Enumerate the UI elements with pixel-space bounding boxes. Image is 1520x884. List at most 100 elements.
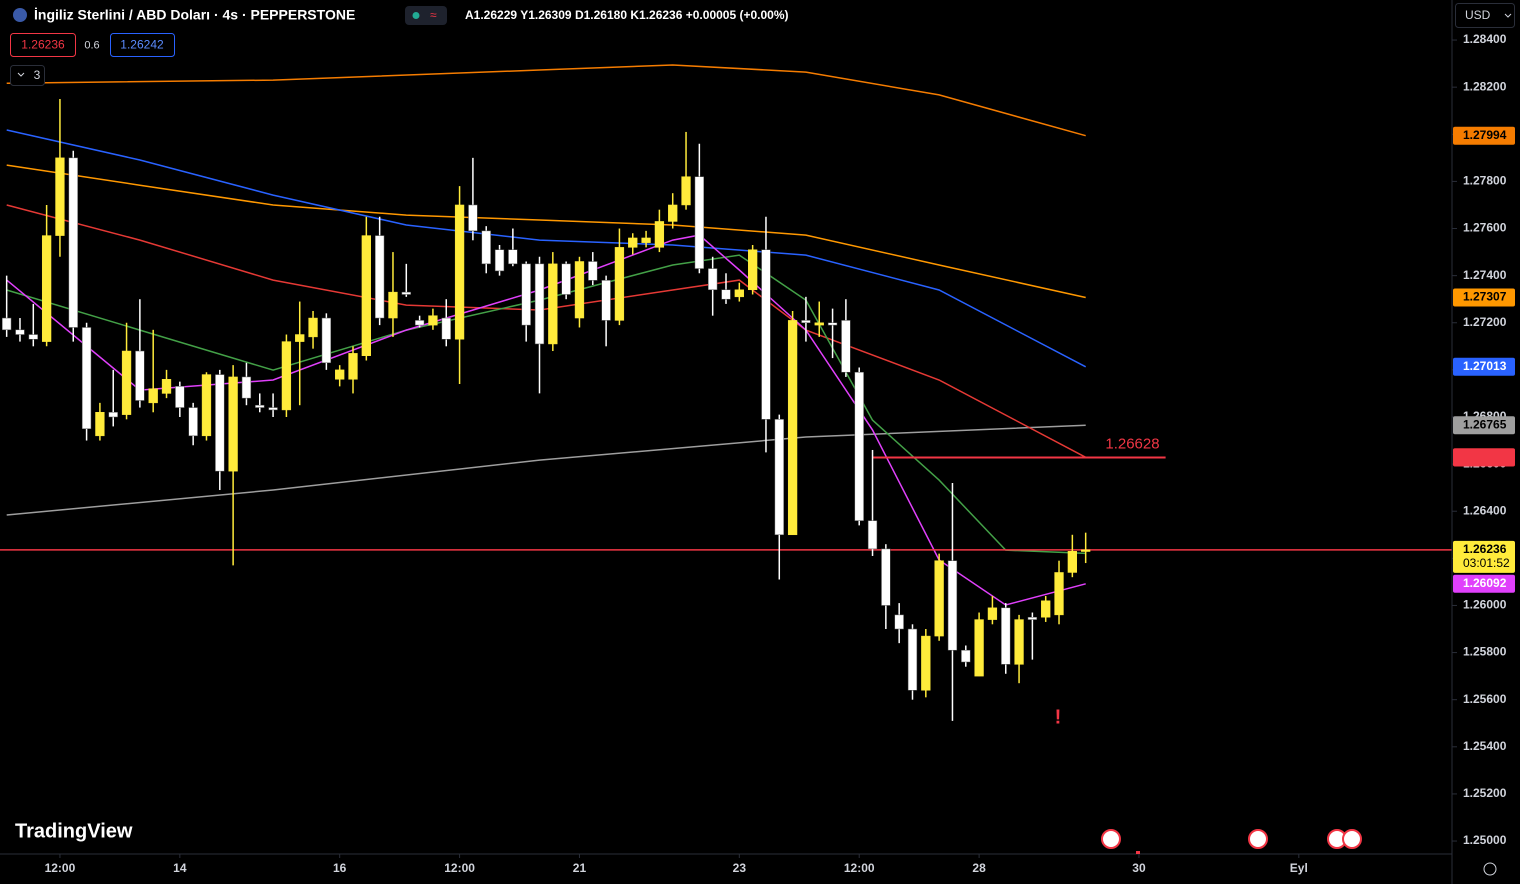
- candle-body: [1014, 619, 1024, 665]
- y-tick-label: 1.25800: [1463, 645, 1507, 659]
- candle-body: [441, 317, 451, 340]
- candle-body: [734, 289, 744, 298]
- chevron-icon: [17, 72, 25, 77]
- candle-body: [335, 369, 345, 380]
- candle-body: [201, 374, 212, 437]
- candle-body: [641, 237, 651, 243]
- y-tick-label: 1.25600: [1463, 692, 1507, 706]
- y-tick-label: 1.27400: [1463, 268, 1507, 282]
- candle-body: [135, 350, 145, 401]
- axis-price-tag-label: 1.27307: [1463, 290, 1507, 304]
- candle-body: [308, 317, 318, 338]
- candle-body: [521, 263, 531, 326]
- bar-countdown: 03:01:52: [1463, 556, 1510, 570]
- candle-body: [414, 320, 425, 326]
- axis-price-tag: [1453, 126, 1515, 145]
- status-badge[interactable]: [405, 6, 447, 25]
- candle-body: [95, 412, 105, 437]
- candle-body: [814, 322, 824, 326]
- candle-body: [548, 263, 558, 345]
- sell-price[interactable]: 1.26236: [21, 38, 65, 52]
- candle-body: [215, 374, 225, 472]
- candle-body: [601, 280, 611, 321]
- candle-body: [1081, 549, 1091, 552]
- price-level-label: 1.26628: [1105, 435, 1159, 452]
- candle-body: [295, 334, 305, 342]
- ohlc-value: 1.26229: [474, 8, 518, 22]
- candle-body: [55, 157, 65, 236]
- candle-body: [481, 230, 491, 265]
- axis-price-tag-label: 1.26092: [1463, 576, 1507, 590]
- event-icon[interactable]: [1101, 829, 1121, 849]
- candle-body: [388, 291, 398, 319]
- spread: 0.6: [84, 39, 99, 51]
- candle-body: [934, 560, 944, 637]
- ohlc-value: 1.26180: [584, 8, 628, 22]
- candle-body: [761, 249, 771, 420]
- x-tick-label: Eyl: [1290, 861, 1308, 875]
- candle-body: [321, 317, 332, 364]
- chevron-icon: [1504, 13, 1512, 18]
- x-tick-label: 12:00: [444, 861, 475, 875]
- symbol-flag: [13, 8, 27, 22]
- currency-select[interactable]: [1455, 3, 1515, 28]
- candle-body: [947, 560, 958, 651]
- moving-average-line: [6, 164, 1086, 299]
- axis-price-tag-label: 1.27994: [1463, 128, 1507, 142]
- ohlc-value: 1.26309: [528, 8, 572, 22]
- candle-body: [961, 649, 971, 663]
- y-tick-label: 1.25000: [1463, 833, 1507, 847]
- candle-body: [255, 404, 265, 408]
- candle-body: [454, 204, 465, 340]
- candle-body: [2, 317, 12, 331]
- candle-body: [774, 419, 784, 536]
- event-icon[interactable]: [1342, 829, 1362, 849]
- ohlc-change: +0.00005 (+0.00%): [686, 8, 789, 22]
- ohlc-key: K: [630, 8, 639, 22]
- candle-body: [801, 320, 811, 324]
- candle-body: [81, 327, 92, 430]
- sell-button[interactable]: [10, 33, 76, 57]
- current-price-tag: [1453, 540, 1515, 573]
- symbol-title[interactable]: İngiliz Sterlini / ABD Doları · 4s · PEP…: [34, 7, 355, 23]
- alert-icon[interactable]: !: [1055, 706, 1062, 728]
- x-tick-label: 16: [333, 861, 347, 875]
- axis-price-tag: [1453, 574, 1515, 593]
- ohlc-value: 1.26236: [639, 8, 683, 22]
- indicators-toggle[interactable]: [10, 65, 45, 86]
- candle-body: [614, 247, 625, 321]
- y-tick-label: 1.27600: [1463, 221, 1507, 235]
- buy-price[interactable]: 1.26242: [120, 38, 164, 52]
- candle-body: [561, 263, 571, 295]
- candle-body: [361, 235, 371, 356]
- candle-body: [228, 376, 238, 472]
- y-tick-label: 1.26000: [1463, 598, 1507, 612]
- candle-body: [121, 350, 132, 415]
- axis-price-tag: [1453, 357, 1515, 376]
- indicators-count[interactable]: 3: [34, 68, 41, 82]
- candle-body: [15, 329, 25, 335]
- settings-icon[interactable]: [1483, 862, 1497, 876]
- candle-body: [681, 176, 691, 206]
- candle-body: [148, 388, 158, 404]
- candle-body: [281, 341, 292, 411]
- candle-body: [534, 263, 545, 345]
- ohlc-key: A: [465, 8, 474, 22]
- moving-average-line: [6, 424, 1086, 516]
- ohlc-legend: A1.26229 Y1.26309 D1.26180 K1.26236 +0.0…: [465, 8, 789, 22]
- candle-body: [401, 291, 411, 295]
- candle-body: [854, 371, 864, 521]
- candle-body: [654, 221, 665, 248]
- event-icon[interactable]: [1248, 829, 1268, 849]
- ohlc-key: D: [575, 8, 584, 22]
- buy-button[interactable]: [110, 33, 175, 57]
- currency[interactable]: USD: [1465, 8, 1491, 22]
- candle-body: [1067, 551, 1077, 573]
- candle-body: [787, 320, 798, 536]
- axis-price-tag-label: 1.27013: [1463, 359, 1507, 373]
- candle-body: [108, 412, 118, 418]
- current-price-label: 1.26236: [1463, 542, 1507, 556]
- candle-body: [867, 520, 878, 550]
